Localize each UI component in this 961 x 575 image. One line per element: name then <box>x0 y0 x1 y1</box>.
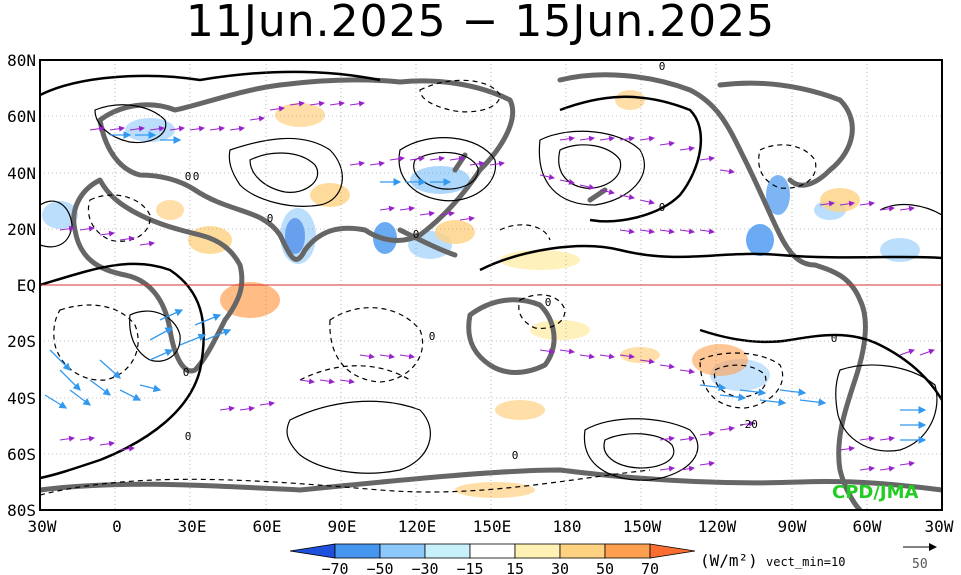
lat-label: 20N <box>7 220 36 239</box>
flux-vectors <box>59 100 935 472</box>
lon-label: 150W <box>623 517 662 536</box>
contour-label: 0 <box>185 430 192 443</box>
colorbar-tick: 30 <box>551 560 569 575</box>
strong-flux-vectors <box>44 131 927 444</box>
lat-label: EQ <box>17 276 36 295</box>
contour-label: 0 <box>183 366 190 379</box>
colorbar-tick: −70 <box>321 560 348 575</box>
contour-value-labels: 0 0 0 0 0 0 0 0 0 0 0 0 -20 <box>183 60 838 462</box>
contour-lines <box>40 70 942 496</box>
chart-title: 11Jun.2025 − 15Jun.2025 <box>185 0 776 47</box>
lon-label: 120E <box>398 517 437 536</box>
lon-label: 150E <box>473 517 512 536</box>
lat-label: 80S <box>7 501 36 520</box>
lat-label: 80N <box>7 51 36 70</box>
contour-label: 0 <box>413 228 420 241</box>
contour-label: 0 <box>429 330 436 343</box>
colorbar-tick: 50 <box>596 560 614 575</box>
contour-label: 0 <box>267 212 274 225</box>
longitude-labels: 30W 0 30E 60E 90E 120E 150E 180 150W 120… <box>28 517 954 536</box>
anomaly-shading <box>42 90 920 498</box>
latitude-labels: 80N 60N 40N 20N EQ 20S 40S 60S 80S <box>7 51 36 520</box>
contour-label: 0 <box>185 170 192 183</box>
colorbar-ticks: −70 −50 −30 −15 15 30 50 70 <box>321 560 659 575</box>
contour-label: 0 <box>659 201 666 214</box>
lon-label: 30W <box>28 517 57 536</box>
reference-vector-label: 50 <box>912 557 928 572</box>
colorbar-units: (W/m²) <box>700 551 758 570</box>
contour-label: -20 <box>738 418 758 431</box>
lat-lon-grid <box>40 60 942 510</box>
contour-label: 0 <box>545 296 552 309</box>
contour-label: 0 <box>659 60 666 73</box>
contour-label: 0 <box>831 332 838 345</box>
lon-label: 90W <box>778 517 807 536</box>
map-frame <box>39 59 943 511</box>
vector-min-note: vect_min=10 <box>766 555 845 569</box>
lon-label: 60E <box>253 517 282 536</box>
credit-label: CPD/JMA <box>832 482 919 503</box>
lat-label: 20S <box>7 332 36 351</box>
lat-label: 60S <box>7 445 36 464</box>
colorbar-tick: −50 <box>366 560 393 575</box>
lat-label: 60N <box>7 107 36 126</box>
lon-label: 180 <box>553 517 582 536</box>
lon-label: 30E <box>178 517 207 536</box>
colorbar-tick: −30 <box>411 560 438 575</box>
lon-label: 60W <box>853 517 882 536</box>
colorbar-tick: −15 <box>456 560 483 575</box>
lon-label: 120W <box>698 517 737 536</box>
colorbar-tick: 15 <box>506 560 524 575</box>
contour-label: 0 <box>193 170 200 183</box>
lat-label: 40S <box>7 389 36 408</box>
colorbar-tick: 70 <box>641 560 659 575</box>
colorbar <box>289 543 696 559</box>
lon-label: 90E <box>328 517 357 536</box>
lon-label: 30W <box>925 517 954 536</box>
coastlines <box>40 72 942 510</box>
lon-label: 0 <box>112 517 122 536</box>
contour-label: 0 <box>512 449 519 462</box>
lat-label: 40N <box>7 164 36 183</box>
